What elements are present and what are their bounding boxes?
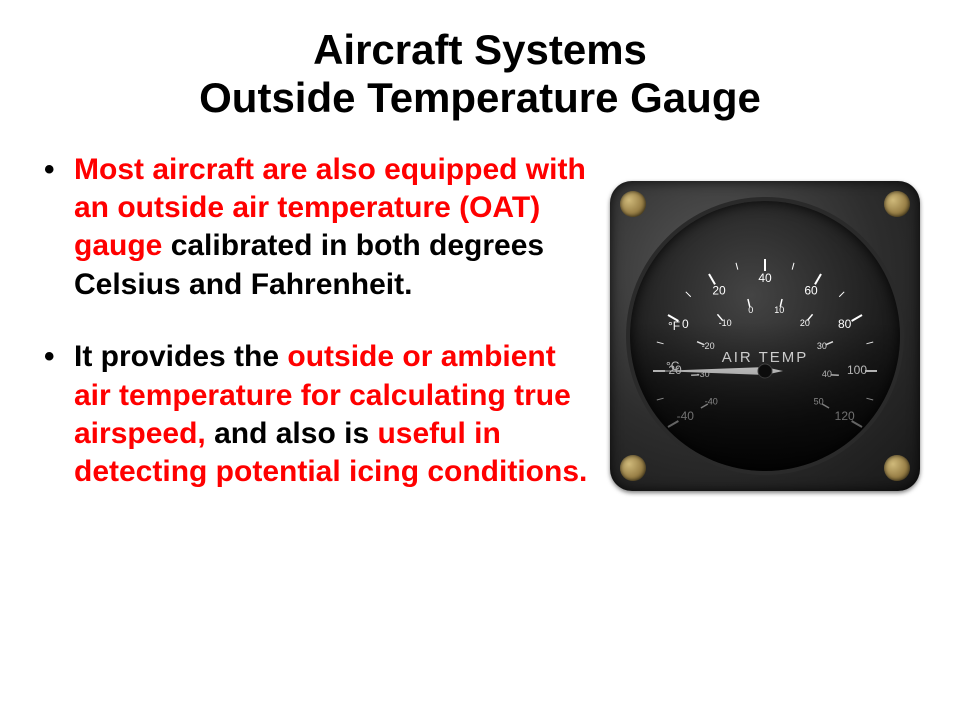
fahrenheit-unit-label: °F — [668, 319, 680, 333]
svg-text:-40: -40 — [705, 396, 718, 406]
svg-text:-40: -40 — [677, 409, 695, 423]
gauge-dial-svg: -40-20020406080100120-40-30-20-100102030… — [630, 201, 900, 471]
page-title: Aircraft Systems Outside Temperature Gau… — [30, 26, 930, 123]
svg-text:10: 10 — [774, 305, 784, 315]
svg-text:120: 120 — [835, 409, 855, 423]
svg-text:20: 20 — [712, 283, 726, 297]
svg-text:0: 0 — [748, 305, 753, 315]
bullet-2-seg3: and also is — [214, 417, 377, 450]
gauge-container: -40-20020406080100120-40-30-20-100102030… — [600, 151, 930, 491]
celsius-unit-label: °C — [666, 359, 679, 373]
gauge-bezel: -40-20020406080100120-40-30-20-100102030… — [610, 181, 920, 491]
svg-text:20: 20 — [800, 317, 810, 327]
svg-text:40: 40 — [758, 271, 772, 285]
svg-text:30: 30 — [817, 340, 827, 350]
gauge-center-text: AIR TEMP — [722, 349, 809, 366]
svg-text:-10: -10 — [719, 317, 732, 327]
svg-text:60: 60 — [804, 283, 818, 297]
bullet-column: Most aircraft are also equipped with an … — [30, 151, 600, 526]
body-row: Most aircraft are also equipped with an … — [30, 151, 930, 526]
svg-text:100: 100 — [847, 363, 867, 377]
svg-text:80: 80 — [838, 317, 852, 331]
bullet-1: Most aircraft are also equipped with an … — [40, 151, 600, 305]
bullet-list: Most aircraft are also equipped with an … — [40, 151, 600, 492]
svg-text:40: 40 — [822, 369, 832, 379]
svg-text:50: 50 — [814, 396, 824, 406]
svg-text:0: 0 — [682, 317, 689, 331]
slide: Aircraft Systems Outside Temperature Gau… — [0, 0, 960, 720]
svg-text:-20: -20 — [702, 340, 715, 350]
title-line-1: Aircraft Systems — [313, 26, 647, 73]
title-line-2: Outside Temperature Gauge — [199, 74, 761, 121]
bullet-2-seg1: It provides the — [74, 340, 287, 373]
gauge-face: -40-20020406080100120-40-30-20-100102030… — [630, 201, 900, 471]
bullet-2: It provides the outside or ambient air t… — [40, 338, 600, 492]
